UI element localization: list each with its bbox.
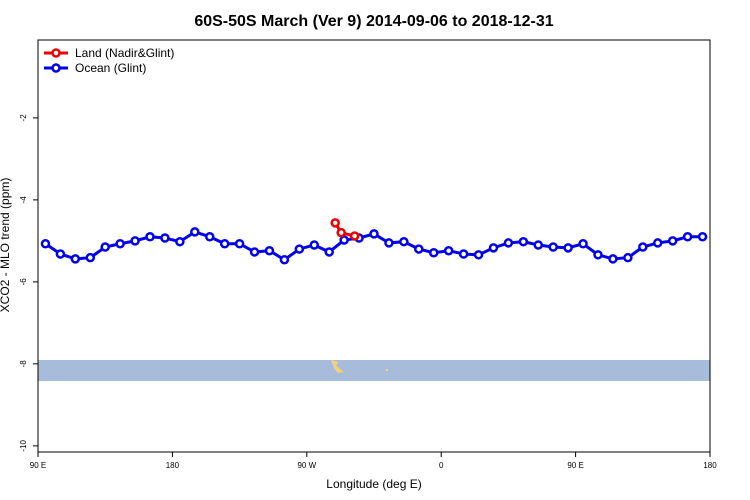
data-point: [638, 242, 648, 252]
data-point: [473, 250, 484, 260]
legend-marker: [51, 48, 61, 58]
data-point: [175, 236, 185, 247]
data-point: [563, 243, 573, 253]
map-strip: [38, 360, 710, 381]
x-tick-label: 180: [703, 461, 717, 470]
y-axis-label: XCO2 - MLO trend (ppm): [0, 178, 12, 313]
data-point: [330, 218, 340, 228]
data-point: [608, 254, 618, 264]
land-patch: [331, 360, 344, 373]
y-tick-label: -8: [19, 360, 28, 368]
data-point: [369, 229, 379, 239]
data-point: [339, 235, 349, 245]
data-point: [234, 238, 245, 249]
data-point: [593, 250, 603, 260]
data-point: [160, 233, 170, 243]
data-point: [130, 236, 140, 246]
data-point: [682, 232, 693, 242]
data-point: [309, 240, 320, 250]
data-point: [697, 232, 708, 242]
data-point: [204, 232, 215, 242]
y-tick-label: -2: [19, 114, 28, 122]
y-tick-label: -6: [19, 278, 28, 286]
data-point: [518, 236, 529, 247]
legend-label: Ocean (Glint): [75, 61, 146, 75]
data-point: [384, 238, 394, 248]
data-point: [145, 232, 155, 242]
legend-marker: [51, 63, 61, 73]
data-point: [55, 249, 66, 259]
data-point: [458, 249, 469, 259]
x-tick-label: 90 E: [567, 461, 583, 470]
data-point: [100, 242, 110, 252]
data-point: [190, 227, 200, 237]
legend-label: Land (Nadir&Glint): [75, 46, 174, 60]
data-point: [623, 252, 633, 263]
data-point: [219, 238, 230, 249]
data-point: [279, 254, 290, 265]
data-point: [324, 247, 334, 257]
data-point: [414, 244, 424, 254]
data-point: [115, 238, 125, 249]
data-point: [336, 227, 346, 238]
plot-frame: [37, 39, 711, 453]
data-point: [399, 236, 409, 247]
y-tick-label: -4: [19, 196, 28, 204]
data-point: [70, 254, 81, 264]
data-point: [264, 245, 275, 256]
data-point: [294, 244, 305, 254]
data-point: [488, 243, 499, 253]
data-point: [652, 238, 663, 248]
data-point: [548, 242, 558, 252]
data-point: [40, 238, 51, 249]
x-tick-label: 180: [166, 461, 180, 470]
x-tick-label: 0: [439, 461, 444, 470]
data-point: [249, 247, 260, 257]
y-tick-label: -10: [19, 440, 28, 452]
data-point: [667, 236, 678, 246]
data-point: [349, 231, 360, 241]
data-point: [428, 248, 439, 258]
land-patch: [386, 369, 388, 371]
data-point: [443, 245, 454, 256]
x-tick-label: 90 W: [297, 461, 316, 470]
x-tick-label: 90 E: [30, 461, 46, 470]
data-point: [503, 238, 514, 248]
data-point: [85, 252, 96, 263]
data-point: [578, 238, 588, 249]
chart-title: 60S-50S March (Ver 9) 2014-09-06 to 2018…: [194, 13, 553, 30]
x-axis-label: Longitude (deg E): [326, 477, 421, 491]
data-point: [533, 240, 544, 250]
